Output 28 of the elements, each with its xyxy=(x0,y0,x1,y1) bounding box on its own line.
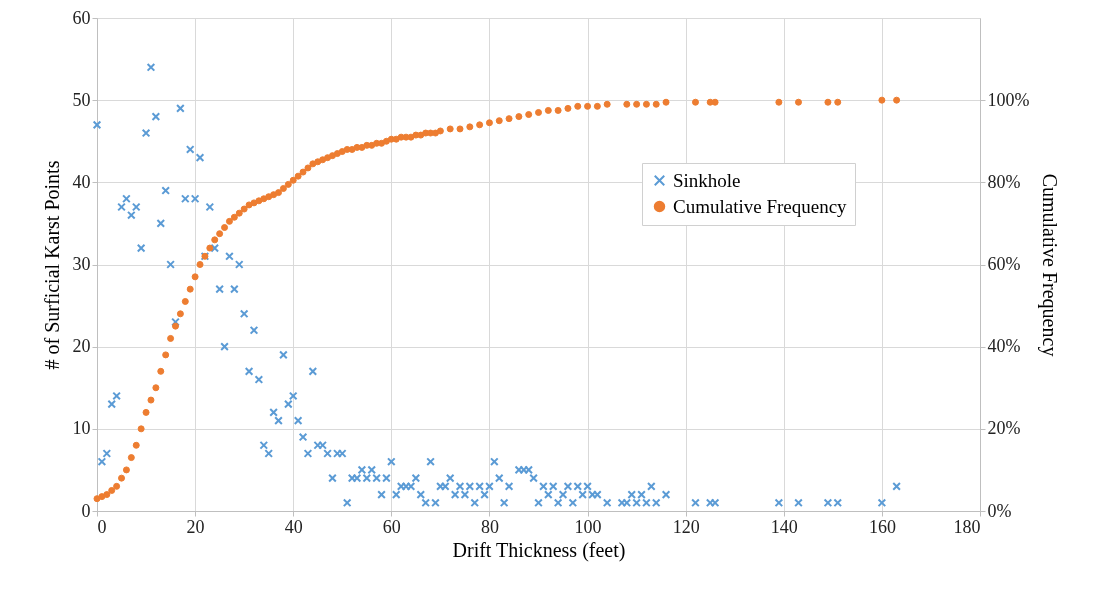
y-tick-label: 10 xyxy=(72,418,91,439)
y-tick-label: 30 xyxy=(72,254,91,274)
x-axis-title: Drift Thickness (feet) xyxy=(452,538,626,562)
y2-axis-title: Cumulative Frequency xyxy=(1038,173,1062,357)
x-tick-label: 40 xyxy=(284,516,303,537)
y2-tick-label: 80% xyxy=(987,171,1021,192)
y2-tick-label: 100% xyxy=(987,89,1030,110)
x-tick-label: 180 xyxy=(953,516,981,537)
x-tick-label: 80 xyxy=(480,516,499,537)
x-tick-label: 100 xyxy=(574,516,602,537)
y2-tick-label: 20% xyxy=(987,418,1021,439)
y-tick-label: 40 xyxy=(72,171,91,192)
x-tick-label: 20 xyxy=(186,516,205,537)
y-tick-label: 60 xyxy=(72,7,91,28)
x-tick-label: 160 xyxy=(868,516,896,537)
legend-label: Sinkhole xyxy=(673,169,741,191)
x-tick-label: 120 xyxy=(672,516,700,537)
y2-tick-label: 0% xyxy=(987,500,1012,521)
legend-label: Cumulative Frequency xyxy=(673,195,848,217)
y2-tick-label: 40% xyxy=(987,336,1021,357)
y-tick-label: 0 xyxy=(81,500,91,521)
y-tick-label: 50 xyxy=(72,89,91,110)
x-tick-label: 0 xyxy=(97,516,107,537)
y-tick-label: 20 xyxy=(72,336,91,357)
y2-tick-label: 60% xyxy=(987,254,1021,274)
x-tick-label: 60 xyxy=(382,516,401,537)
x-tick-label: 140 xyxy=(770,516,798,537)
y-axis-title: # of Surficial Karst Points xyxy=(40,160,63,370)
